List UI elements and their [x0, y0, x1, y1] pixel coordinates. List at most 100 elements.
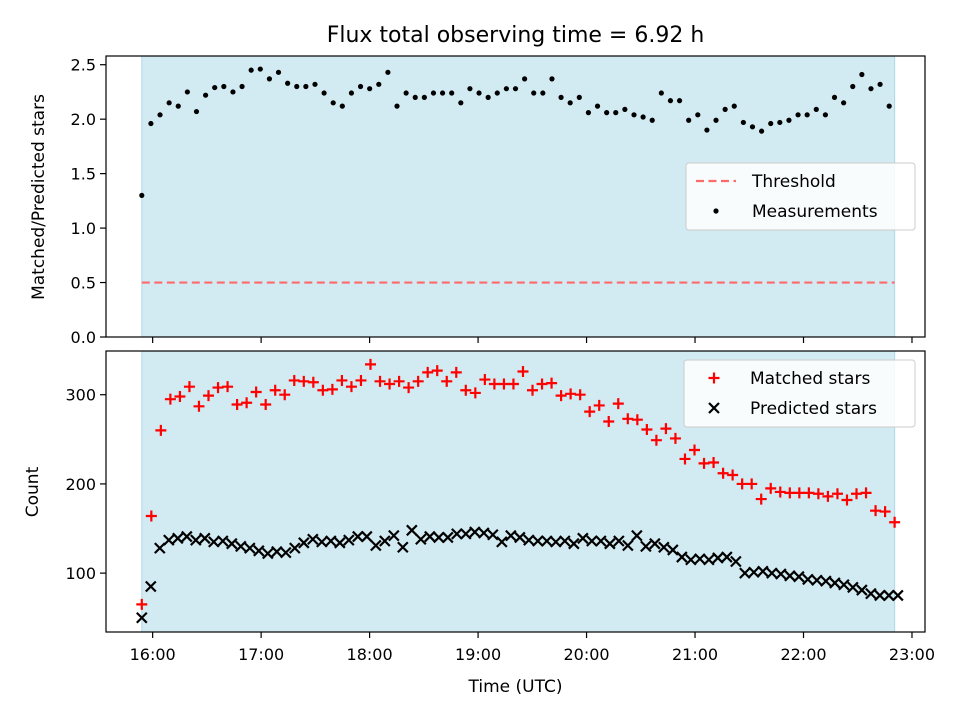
- predicted-star-marker: [334, 537, 346, 549]
- chart-title: Flux total observing time = 6.92 h: [327, 23, 705, 48]
- matched-star-marker: [708, 457, 720, 469]
- matched-star-marker: [288, 374, 300, 386]
- predicted-star-marker: [793, 570, 805, 583]
- matched-star-marker: [155, 424, 167, 436]
- y-tick-label: 200: [65, 475, 96, 494]
- measurement-point: [257, 66, 263, 72]
- x-tick-label: 16:00: [130, 645, 176, 664]
- predicted-star-marker: [253, 545, 265, 557]
- matched-star-marker: [793, 487, 805, 499]
- predicted-star-marker: [352, 530, 364, 543]
- predicted-star-marker: [532, 535, 544, 547]
- matched-star-marker: [460, 384, 472, 396]
- predicted-star-marker: [559, 535, 571, 547]
- x-tick-label: 21:00: [672, 645, 718, 664]
- measurement-point: [348, 90, 355, 96]
- predicted-star-marker: [667, 544, 679, 556]
- matched-star-marker: [755, 493, 767, 505]
- measurement-point: [248, 67, 254, 73]
- measurement-point: [522, 76, 528, 82]
- measurement-point: [239, 83, 245, 90]
- legend-box: [683, 359, 916, 428]
- legend: Matched stars Predicted stars: [683, 359, 916, 428]
- matched-star-marker: [193, 400, 205, 412]
- predicted-star-marker: [154, 542, 166, 554]
- predicted-star-marker: [199, 532, 211, 545]
- measurement-point: [567, 100, 573, 106]
- measurement-point: [768, 120, 774, 127]
- predicted-star-marker: [172, 532, 184, 545]
- measurement-point: [330, 100, 336, 106]
- matched-star-marker: [765, 482, 777, 494]
- matched-star-marker: [889, 516, 901, 528]
- matched-star-marker: [784, 487, 796, 499]
- legend-measurements-swatch: [713, 208, 719, 214]
- predicted-star-marker: [487, 528, 499, 541]
- predicted-star-marker: [217, 535, 229, 547]
- measurement-point: [686, 117, 692, 123]
- predicted-star-marker: [496, 536, 508, 548]
- predicted-star-marker: [883, 589, 895, 602]
- matched-star-marker: [717, 467, 729, 479]
- matched-star-marker: [822, 490, 834, 502]
- predicted-star-marker: [145, 580, 157, 593]
- matched-star-marker: [412, 375, 424, 387]
- matched-star-marker: [860, 487, 872, 499]
- measurement-point: [230, 89, 236, 95]
- matched-star-marker: [203, 390, 215, 402]
- predicted-star-marker: [244, 542, 256, 554]
- measurement-point: [412, 94, 418, 100]
- legend-label: Measurements: [752, 202, 878, 222]
- matched-star-marker: [164, 393, 176, 405]
- matched-star-marker: [803, 487, 815, 499]
- y-axis-label-count: Count: [23, 466, 43, 517]
- matched-star-marker: [241, 397, 253, 409]
- measurement-point: [786, 117, 792, 123]
- measurement-point: [841, 100, 847, 106]
- matched-star-marker: [269, 384, 281, 396]
- y-tick-label: 2.5: [71, 56, 96, 75]
- legend-predicted-swatch: [708, 402, 720, 414]
- legend-box: [685, 162, 916, 231]
- data-marks: [139, 66, 895, 284]
- x-axis-label: Time (UTC): [468, 677, 563, 697]
- matched-star-marker: [488, 378, 500, 390]
- measurement-point: [139, 192, 145, 199]
- measurement-point: [321, 90, 327, 96]
- matched-star-marker: [660, 423, 672, 435]
- x-tick-label: 17:00: [238, 645, 284, 664]
- measurement-point: [640, 114, 646, 120]
- predicted-star-marker: [676, 551, 688, 563]
- matched-star-marker: [365, 358, 377, 370]
- panel-ratio: 0.0 0.5 1.0 1.5 2.0 2.5 Threshold Measurements: [71, 55, 926, 347]
- measurement-point: [585, 110, 592, 116]
- matched-star-marker: [565, 388, 577, 400]
- predicted-star-marker: [433, 531, 445, 544]
- predicted-star-marker: [460, 528, 472, 540]
- x-tick-label: 19:00: [455, 645, 501, 664]
- y-axis-label-ratio: Matched/Predicted stars: [29, 94, 49, 300]
- matched-star-marker: [345, 381, 357, 393]
- matched-star-marker: [774, 486, 786, 498]
- y-tick-label: 0.0: [71, 328, 96, 347]
- measurement-point: [221, 83, 227, 90]
- predicted-star-marker: [226, 537, 238, 550]
- measurement-point: [613, 110, 619, 116]
- matched-star-marker: [336, 374, 348, 386]
- measurement-point: [485, 94, 491, 100]
- predicted-star-marker: [631, 529, 643, 542]
- predicted-star-marker: [442, 531, 454, 544]
- predicted-star-marker: [892, 589, 904, 602]
- matched-star-marker: [851, 488, 863, 500]
- matched-star-marker: [631, 414, 643, 426]
- matched-star-marker: [650, 434, 662, 446]
- matched-star-marker: [136, 598, 148, 610]
- matched-star-marker: [469, 387, 481, 399]
- measurement-point: [439, 90, 446, 96]
- measurement-point: [877, 81, 883, 87]
- matched-star-marker: [698, 457, 710, 469]
- x-tick-label: 18:00: [347, 645, 393, 664]
- matched-star-marker: [517, 366, 529, 378]
- measurement-point: [704, 127, 710, 133]
- predicted-star-marker: [757, 565, 769, 578]
